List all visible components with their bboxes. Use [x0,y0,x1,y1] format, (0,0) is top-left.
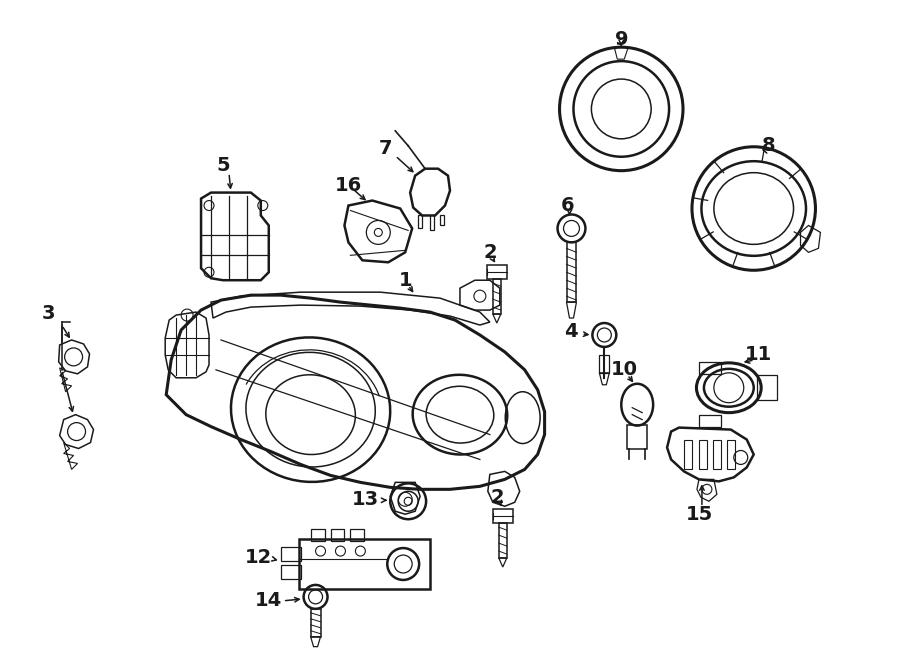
Bar [699,440,707,469]
Bar [699,362,721,374]
Text: 12: 12 [245,547,273,566]
Bar [713,440,721,469]
Bar [599,355,609,373]
Text: 3: 3 [42,303,56,323]
Bar [684,440,692,469]
Text: 10: 10 [611,360,638,379]
Bar [310,529,325,541]
Text: 5: 5 [216,156,230,175]
Bar [310,609,320,637]
Bar [757,375,777,400]
Text: 15: 15 [685,505,713,524]
Bar [627,424,647,449]
Text: 6: 6 [561,196,574,215]
Bar [727,440,734,469]
Text: 7: 7 [379,139,392,158]
Text: 13: 13 [352,490,379,509]
Text: 8: 8 [761,136,776,155]
Text: 2: 2 [491,488,505,507]
Text: 2: 2 [483,243,497,262]
Text: 1: 1 [399,271,412,290]
Text: 16: 16 [335,176,362,195]
Text: 9: 9 [615,30,628,49]
Bar [499,524,507,558]
Text: 11: 11 [745,346,772,364]
Bar [281,547,301,561]
Bar [350,529,365,541]
Text: 4: 4 [563,323,577,342]
Bar [299,539,430,589]
Bar [330,529,345,541]
Bar [281,565,301,579]
Text: 14: 14 [255,592,283,610]
Bar [493,279,500,314]
Bar [699,414,721,426]
Bar [566,243,577,302]
